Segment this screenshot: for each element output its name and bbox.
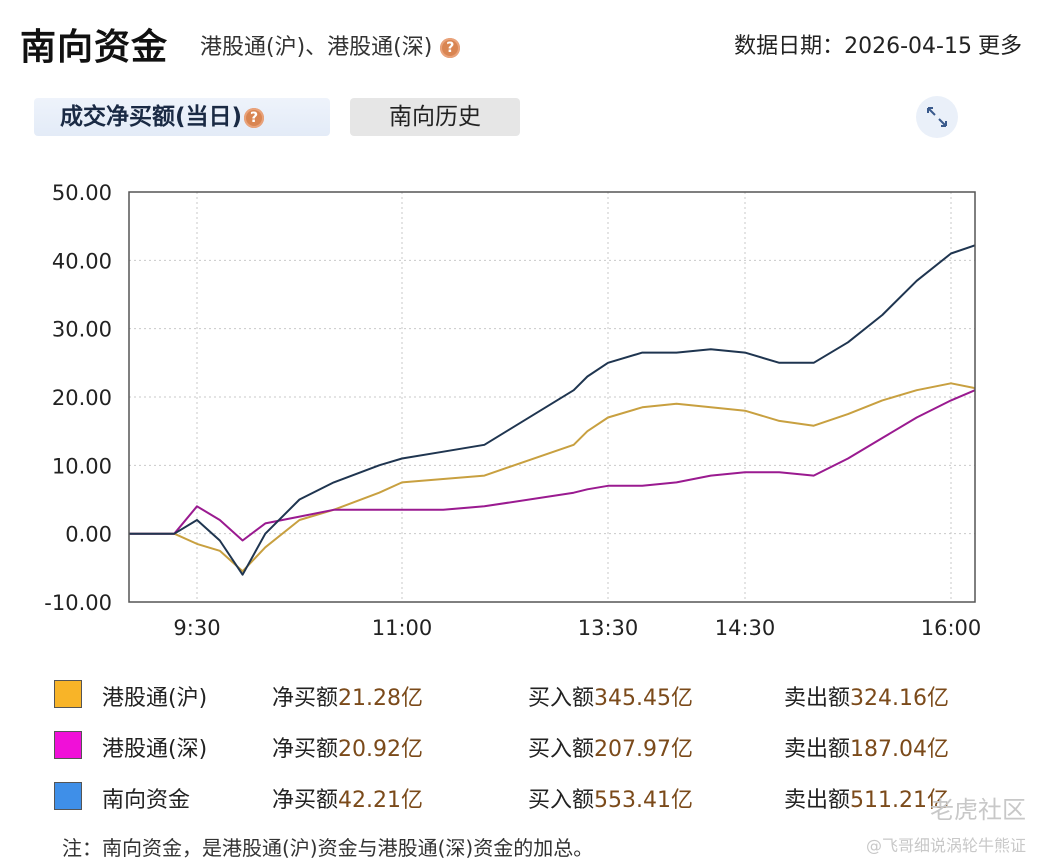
watermark: 老虎社区	[930, 796, 1026, 824]
buy-stat: 买入额207.97亿	[528, 731, 693, 763]
more-link[interactable]: 更多	[977, 34, 1022, 59]
expand-arrows-icon	[927, 107, 947, 127]
buy-stat: 买入额553.41亿	[528, 782, 693, 814]
net-buy-label: 净买额	[272, 737, 339, 762]
net-buy-stat: 净买额42.21亿	[272, 782, 423, 814]
series-layer	[129, 244, 976, 576]
buy-value: 553.41亿	[594, 788, 693, 813]
y-tick-label: 50.00	[52, 181, 112, 205]
legend-name: 南向资金	[102, 788, 191, 813]
y-axis: 50.00 40.00 30.00 20.00 10.00 0.00 -10.00	[44, 181, 112, 615]
sell-label: 卖出额	[784, 737, 851, 762]
x-tick-label: 11:00	[372, 616, 433, 640]
header: 南向资金 港股通(沪)、港股通(深)? 数据日期：2026-04-15 更多	[0, 0, 1048, 90]
net-buy-label: 净买额	[272, 788, 339, 813]
net-buy-stat: 净买额20.92亿	[272, 731, 423, 763]
legend-swatch-sz	[54, 731, 82, 759]
x-tick-label: 9:30	[173, 616, 220, 640]
legend-swatch-sh	[54, 680, 82, 708]
subtitle-text: 港股通(沪)、港股通(深)	[200, 35, 433, 60]
y-tick-label: 10.00	[52, 454, 112, 478]
y-tick-label: 20.00	[52, 386, 112, 410]
expand-button[interactable]	[916, 96, 958, 138]
sell-stat: 卖出额511.21亿	[784, 782, 949, 814]
net-buy-value: 20.92亿	[338, 737, 423, 762]
net-buy-stat: 净买额21.28亿	[272, 680, 423, 712]
series-line-1	[129, 389, 976, 542]
sell-value: 511.21亿	[850, 788, 949, 813]
y-tick-label: 0.00	[65, 523, 112, 547]
legend-row-sh: 港股通(沪) 净买额21.28亿 买入额345.45亿 卖出额324.16亿	[0, 676, 1048, 716]
data-date: 数据日期：2026-04-15 更多	[734, 28, 1022, 60]
buy-stat: 买入额345.45亿	[528, 680, 693, 712]
buy-value: 207.97亿	[594, 737, 693, 762]
plot-frame	[128, 191, 976, 603]
subtitle: 港股通(沪)、港股通(深)?	[200, 29, 461, 61]
x-tick-label: 14:30	[715, 616, 776, 640]
x-axis: 9:30 11:00 13:30 14:30 16:00	[173, 616, 981, 640]
sell-value: 324.16亿	[850, 686, 949, 711]
sell-label: 卖出额	[784, 686, 851, 711]
series-line-0	[129, 382, 976, 573]
legend-name: 港股通(深)	[102, 737, 208, 762]
y-tick-label: 40.00	[52, 249, 112, 273]
tab-net-buy-today-label: 成交净买额(当日)	[60, 104, 243, 130]
tab-help-icon[interactable]: ?	[244, 107, 265, 128]
grid-layer	[129, 192, 975, 602]
legend-name: 港股通(沪)	[102, 686, 208, 711]
footnote: 注：南向资金，是港股通(沪)资金与港股通(深)资金的加总。	[62, 836, 594, 860]
page-title: 南向资金	[20, 27, 169, 68]
buy-label: 买入额	[528, 737, 595, 762]
legend-row-total: 南向资金 净买额42.21亿 买入额553.41亿 卖出额511.21亿	[0, 778, 1048, 818]
help-icon[interactable]: ?	[440, 38, 461, 58]
data-date-label: 数据日期：2026-04-15	[734, 34, 972, 59]
sell-stat: 卖出额187.04亿	[784, 731, 949, 763]
buy-label: 买入额	[528, 788, 595, 813]
y-tick-label: 30.00	[52, 318, 112, 342]
x-tick-label: 13:30	[578, 616, 639, 640]
series-line-2	[129, 244, 976, 576]
tab-southbound-history[interactable]: 南向历史	[350, 98, 520, 136]
line-chart: 50.00 40.00 30.00 20.00 10.00 0.00 -10.00 9:30…	[44, 181, 981, 640]
sell-label: 卖出额	[784, 788, 851, 813]
legend-swatch-total	[54, 782, 82, 810]
tab-net-buy-today[interactable]: 成交净买额(当日)?	[34, 98, 330, 136]
watermark-handle: @飞哥细说涡轮牛熊证	[865, 836, 1026, 855]
sell-stat: 卖出额324.16亿	[784, 680, 949, 712]
buy-value: 345.45亿	[594, 686, 693, 711]
net-buy-label: 净买额	[272, 686, 339, 711]
y-tick-label: -10.00	[44, 591, 112, 615]
sell-value: 187.04亿	[850, 737, 949, 762]
net-buy-value: 21.28亿	[338, 686, 423, 711]
legend-row-sz: 港股通(深) 净买额20.92亿 买入额207.97亿 卖出额187.04亿	[0, 727, 1048, 767]
net-buy-value: 42.21亿	[338, 788, 423, 813]
tab-bar: 成交净买额(当日)? 南向历史	[0, 96, 1048, 142]
x-tick-label: 16:00	[921, 616, 982, 640]
buy-label: 买入额	[528, 686, 595, 711]
